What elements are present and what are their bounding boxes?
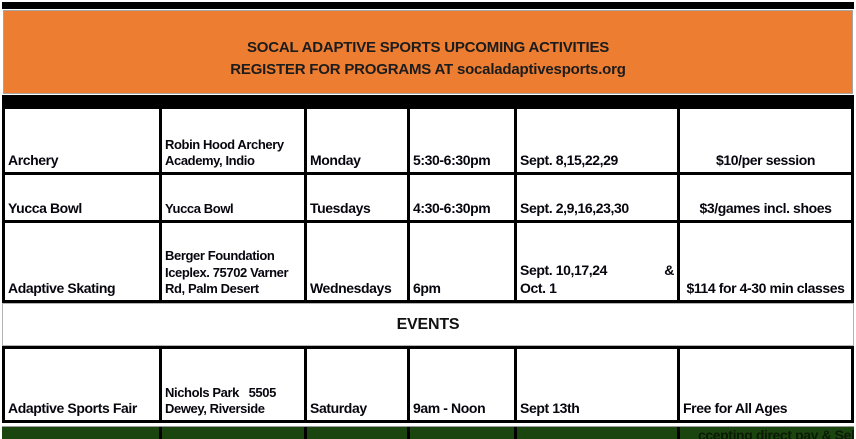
- cell-dates[interactable]: Sept. 8,15,22,29: [517, 109, 680, 175]
- cell-cost[interactable]: $114 for 4-30 min classes: [680, 223, 854, 303]
- cell-dates[interactable]: Sept. 2,9,16,23,30: [517, 175, 680, 223]
- cell-location[interactable]: Yucca Bowl: [162, 175, 307, 223]
- cell-dates[interactable]: Sept. 10,17,24 & Oct. 1: [517, 223, 680, 303]
- programs-table: Archery Robin Hood Archery Academy, Indi…: [2, 109, 854, 303]
- cell-day[interactable]: Wednesdays: [307, 223, 410, 303]
- column-border: [677, 427, 680, 439]
- cell-day[interactable]: Saturday: [307, 349, 410, 423]
- column-border: [159, 427, 162, 439]
- events-table: Adaptive Sports Fair Nichols Park 5505 D…: [2, 346, 854, 423]
- banner-title: SOCAL ADAPTIVE SPORTS UPCOMING ACTIVITIE…: [246, 38, 610, 56]
- column-border: [304, 427, 307, 439]
- events-label: EVENTS: [396, 315, 460, 333]
- cell-cost[interactable]: $3/games incl. shoes: [680, 175, 854, 223]
- cell-activity[interactable]: Adaptive Sports Fair: [5, 349, 162, 423]
- clipped-text: ccepting direct pay & Self: [698, 427, 854, 439]
- cell-activity[interactable]: Archery: [5, 109, 162, 175]
- cell-cost[interactable]: Free for All Ages: [680, 349, 854, 423]
- column-border: [407, 427, 410, 439]
- cell-location[interactable]: Robin Hood Archery Academy, Indio: [162, 109, 307, 175]
- events-section-header[interactable]: EVENTS: [2, 303, 854, 346]
- cell-dates[interactable]: Sept 13th: [517, 349, 680, 423]
- dates-ampersand: &: [664, 262, 674, 278]
- cell-cost[interactable]: $10/per session: [680, 109, 854, 175]
- top-black-bar: [2, 2, 854, 9]
- dates-line-2: Oct. 1: [520, 279, 557, 296]
- cell-location[interactable]: Berger Foundation Iceplex. 75702 Varner …: [162, 223, 307, 303]
- dates-part-1: Sept. 10,17,24: [520, 262, 608, 278]
- title-banner: SOCAL ADAPTIVE SPORTS UPCOMING ACTIVITIE…: [3, 10, 853, 94]
- cell-time[interactable]: 4:30-6:30pm: [410, 175, 517, 223]
- cell-day[interactable]: Tuesdays: [307, 175, 410, 223]
- header-divider-band: [2, 95, 854, 109]
- cell-activity[interactable]: Yucca Bowl: [5, 175, 162, 223]
- cell-activity[interactable]: Adaptive Skating: [5, 223, 162, 303]
- cell-time[interactable]: 5:30-6:30pm: [410, 109, 517, 175]
- cell-location[interactable]: Nichols Park 5505 Dewey, Riverside: [162, 349, 307, 423]
- banner-subtitle: REGISTER FOR PROGRAMS AT socaladaptivesp…: [230, 60, 626, 78]
- clipped-bottom-row[interactable]: ccepting direct pay & Self: [2, 426, 854, 439]
- column-border: [514, 427, 517, 439]
- cell-time[interactable]: 6pm: [410, 223, 517, 303]
- dates-line-1: Sept. 10,17,24 &: [520, 262, 674, 280]
- cell-day[interactable]: Monday: [307, 109, 410, 175]
- cell-time[interactable]: 9am - Noon: [410, 349, 517, 423]
